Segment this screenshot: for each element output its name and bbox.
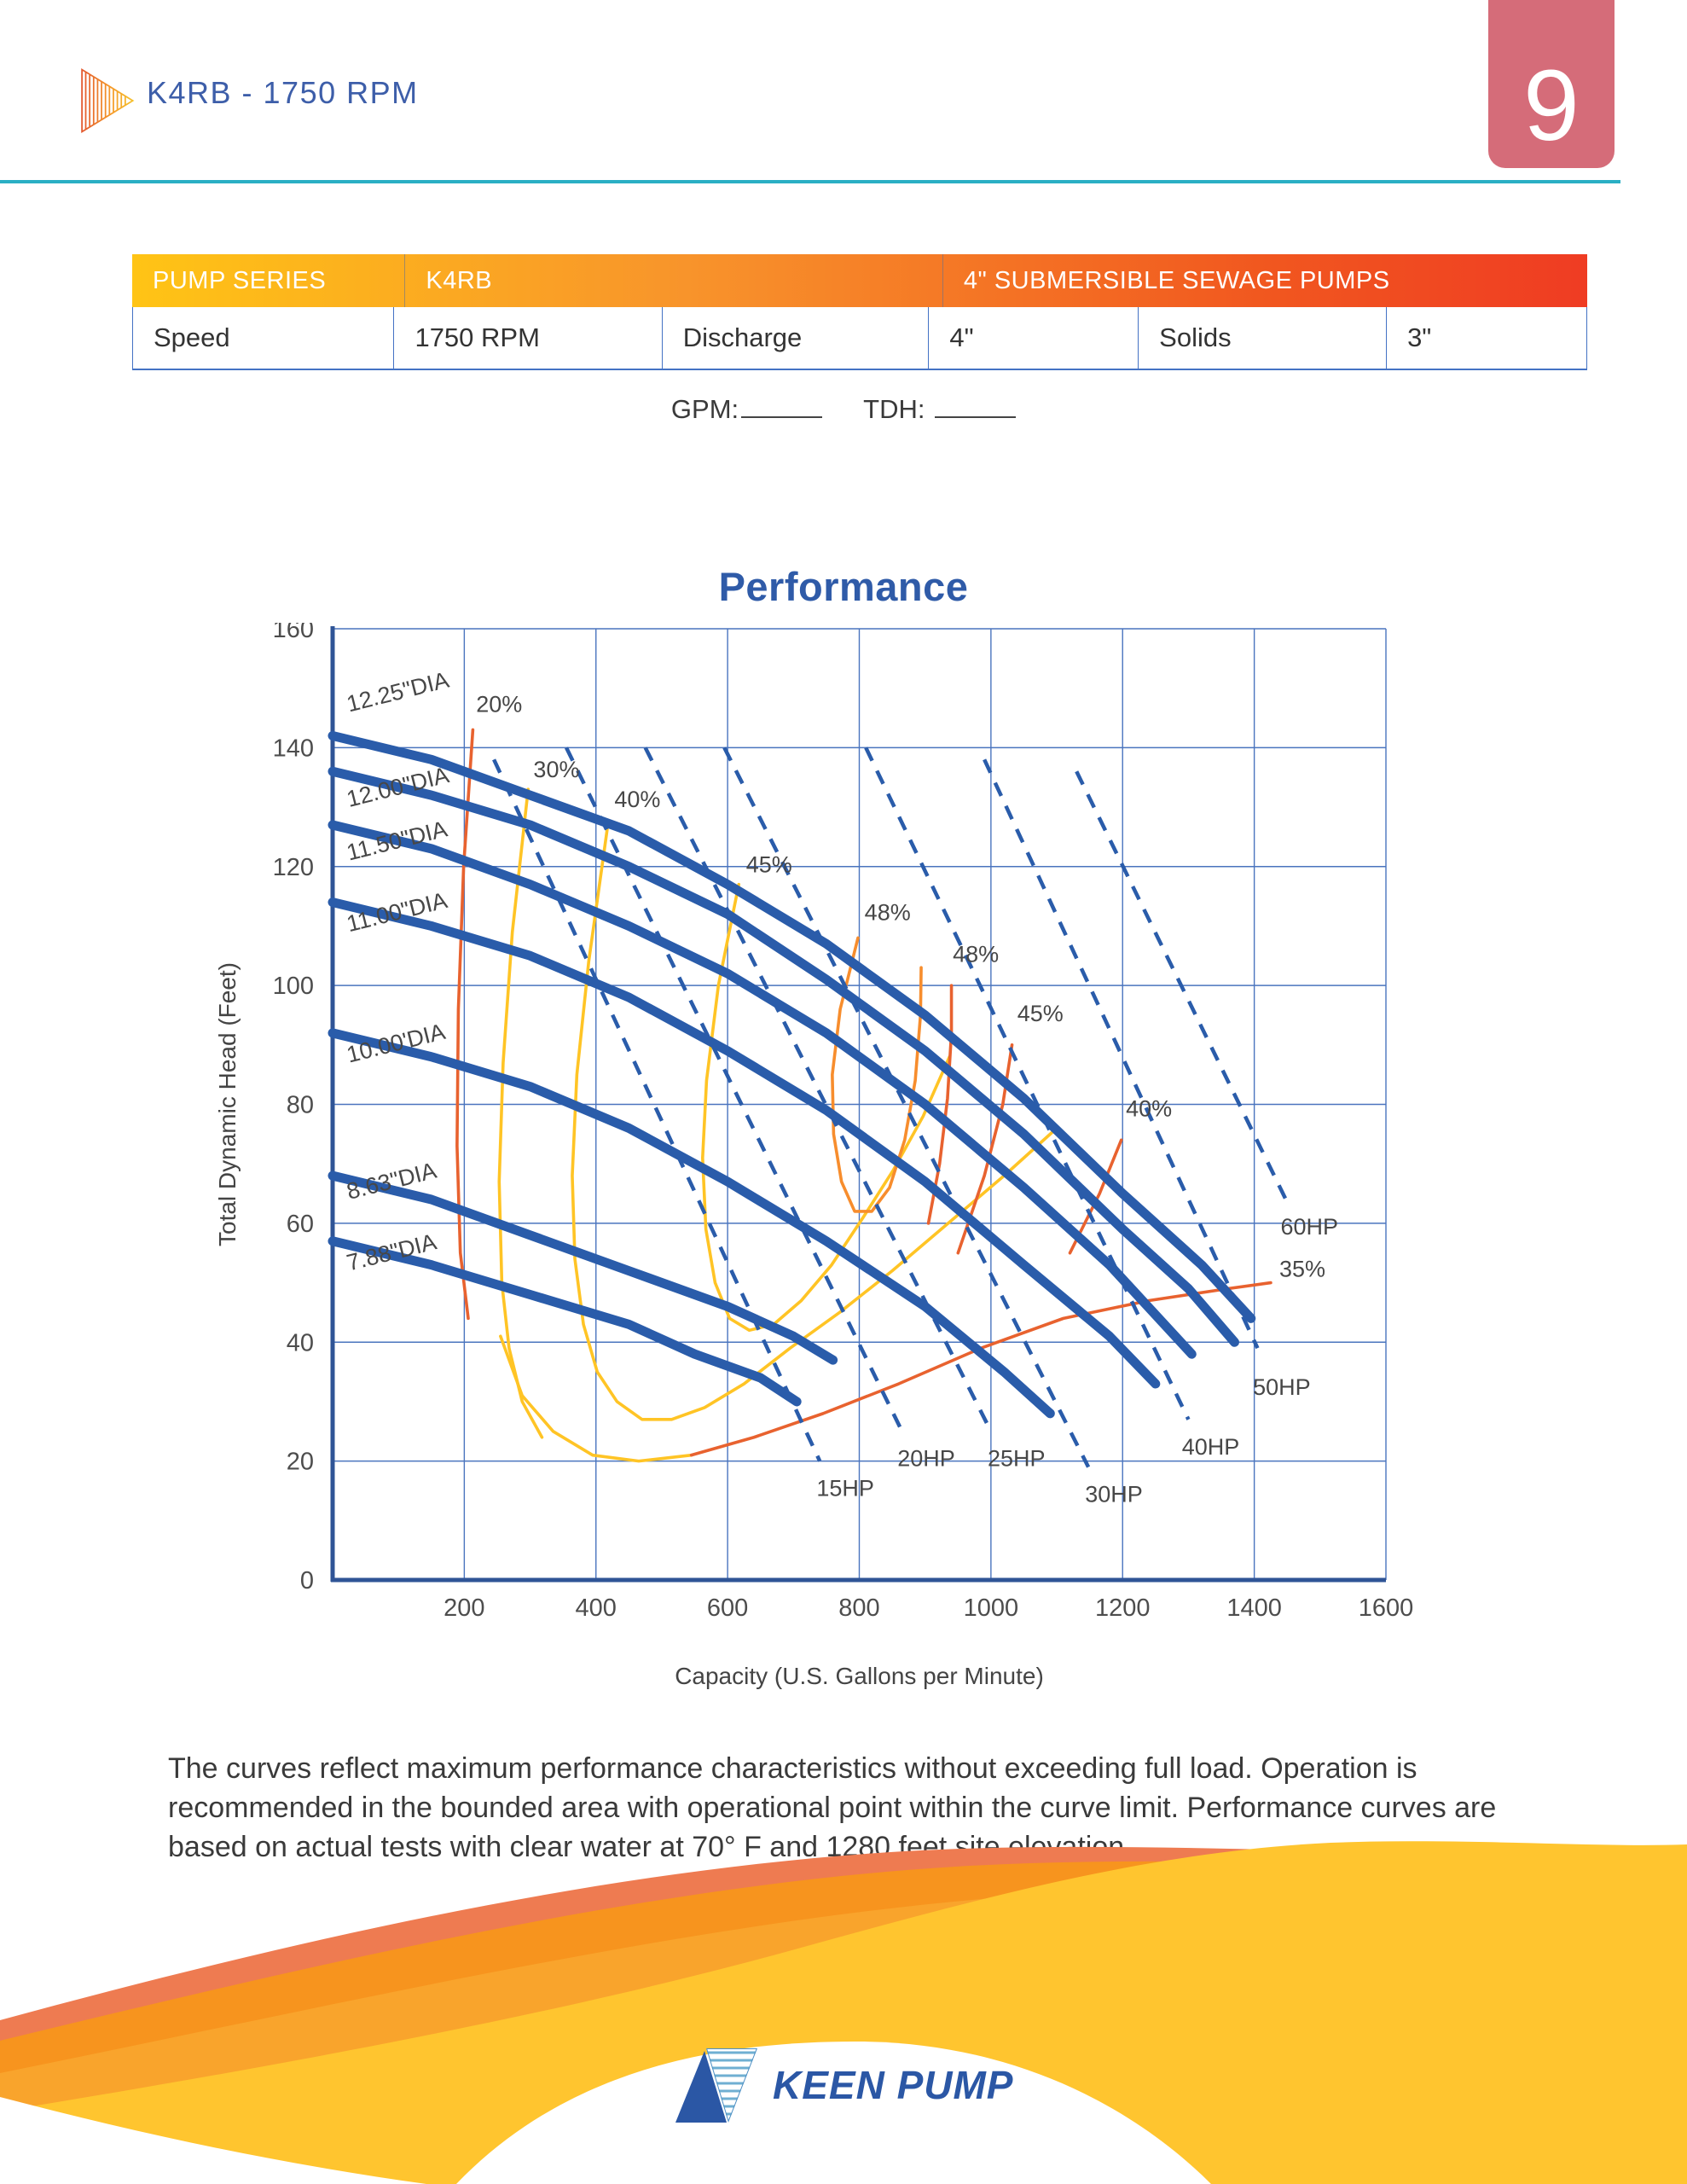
operating-point-line: GPM: TDH: — [0, 394, 1687, 425]
keen-pump-logo-icon — [675, 2048, 757, 2123]
svg-text:48%: 48% — [865, 899, 911, 925]
svg-text:30HP: 30HP — [1085, 1482, 1143, 1507]
spec-speed-value: 1750 RPM — [393, 307, 661, 369]
svg-text:7.88"DIA: 7.88"DIA — [344, 1228, 438, 1275]
keen-pump-logo: KEEN PUMP — [674, 2046, 1013, 2124]
svg-text:48%: 48% — [953, 941, 999, 967]
tdh-blank-field[interactable] — [935, 396, 1017, 418]
svg-text:1600: 1600 — [1359, 1594, 1414, 1622]
svg-text:45%: 45% — [1017, 1001, 1064, 1026]
svg-text:140: 140 — [273, 735, 314, 762]
svg-text:200: 200 — [443, 1594, 484, 1622]
spec-table-header-row: PUMP SERIES K4RB 4" SUBMERSIBLE SEWAGE P… — [132, 254, 1587, 307]
svg-text:1200: 1200 — [1095, 1594, 1151, 1622]
svg-text:15HP: 15HP — [816, 1476, 874, 1502]
svg-text:Total Dynamic Head (Feet): Total Dynamic Head (Feet) — [214, 962, 241, 1246]
svg-text:800: 800 — [838, 1594, 879, 1622]
svg-text:45%: 45% — [746, 852, 792, 878]
svg-text:11.50"DIA: 11.50"DIA — [344, 816, 449, 865]
spec-speed-label: Speed — [154, 322, 230, 352]
svg-text:400: 400 — [576, 1594, 617, 1622]
svg-text:40%: 40% — [1126, 1095, 1172, 1121]
svg-text:40HP: 40HP — [1182, 1434, 1240, 1460]
svg-text:35%: 35% — [1279, 1257, 1325, 1282]
svg-text:12.00"DIA: 12.00"DIA — [344, 762, 451, 812]
tdh-label: TDH: — [863, 394, 925, 424]
gpm-blank-field[interactable] — [741, 396, 823, 418]
header-divider — [0, 180, 1620, 183]
chart-title: Performance — [718, 564, 969, 609]
spec-discharge-label: Discharge — [661, 307, 929, 369]
svg-text:40: 40 — [287, 1329, 314, 1356]
svg-text:60: 60 — [287, 1211, 314, 1238]
svg-text:Capacity (U.S. Gallons per Min: Capacity (U.S. Gallons per Minute) — [675, 1663, 1044, 1689]
gpm-label: GPM: — [670, 394, 739, 424]
page-number: 9 — [1523, 49, 1580, 162]
svg-text:1400: 1400 — [1226, 1594, 1282, 1622]
svg-text:20%: 20% — [476, 692, 522, 717]
spec-table-body-row: Speed 1750 RPM Discharge 4" Solids 3" — [132, 307, 1587, 370]
page-number-badge: 9 — [1488, 0, 1615, 168]
svg-text:40%: 40% — [614, 787, 660, 812]
performance-chart: 12.25"DIA12.00"DIA11.50"DIA11.00"DIA10.0… — [214, 623, 1414, 1689]
spec-header-category: 4" SUBMERSIBLE SEWAGE PUMPS — [942, 254, 1587, 307]
svg-text:30%: 30% — [533, 757, 579, 782]
spec-solids-value: 3" — [1386, 307, 1586, 369]
spec-discharge-value: 4" — [928, 307, 1138, 369]
svg-text:60HP: 60HP — [1281, 1214, 1339, 1240]
spec-header-pump-series: PUMP SERIES — [153, 266, 327, 294]
footer-wave-graphic — [0, 1841, 1687, 2184]
svg-text:100: 100 — [273, 973, 314, 1000]
svg-text:0: 0 — [300, 1567, 314, 1594]
svg-text:20: 20 — [287, 1449, 314, 1476]
svg-text:20HP: 20HP — [897, 1446, 955, 1472]
svg-text:600: 600 — [707, 1594, 748, 1622]
svg-text:120: 120 — [273, 854, 314, 881]
svg-text:25HP: 25HP — [988, 1446, 1046, 1472]
keen-pump-logo-text: KEEN PUMP — [773, 2063, 1014, 2107]
svg-text:80: 80 — [287, 1092, 314, 1119]
pump-spec-table: PUMP SERIES K4RB 4" SUBMERSIBLE SEWAGE P… — [132, 254, 1587, 370]
svg-text:50HP: 50HP — [1253, 1374, 1311, 1400]
spec-header-series-value: K4RB — [404, 254, 942, 307]
svg-text:1000: 1000 — [964, 1594, 1019, 1622]
spec-solids-label: Solids — [1138, 307, 1386, 369]
svg-text:12.25"DIA: 12.25"DIA — [344, 667, 451, 717]
svg-text:160: 160 — [273, 623, 314, 643]
keen-triangle-icon — [81, 68, 135, 133]
page-title: K4RB - 1750 RPM — [147, 75, 419, 110]
